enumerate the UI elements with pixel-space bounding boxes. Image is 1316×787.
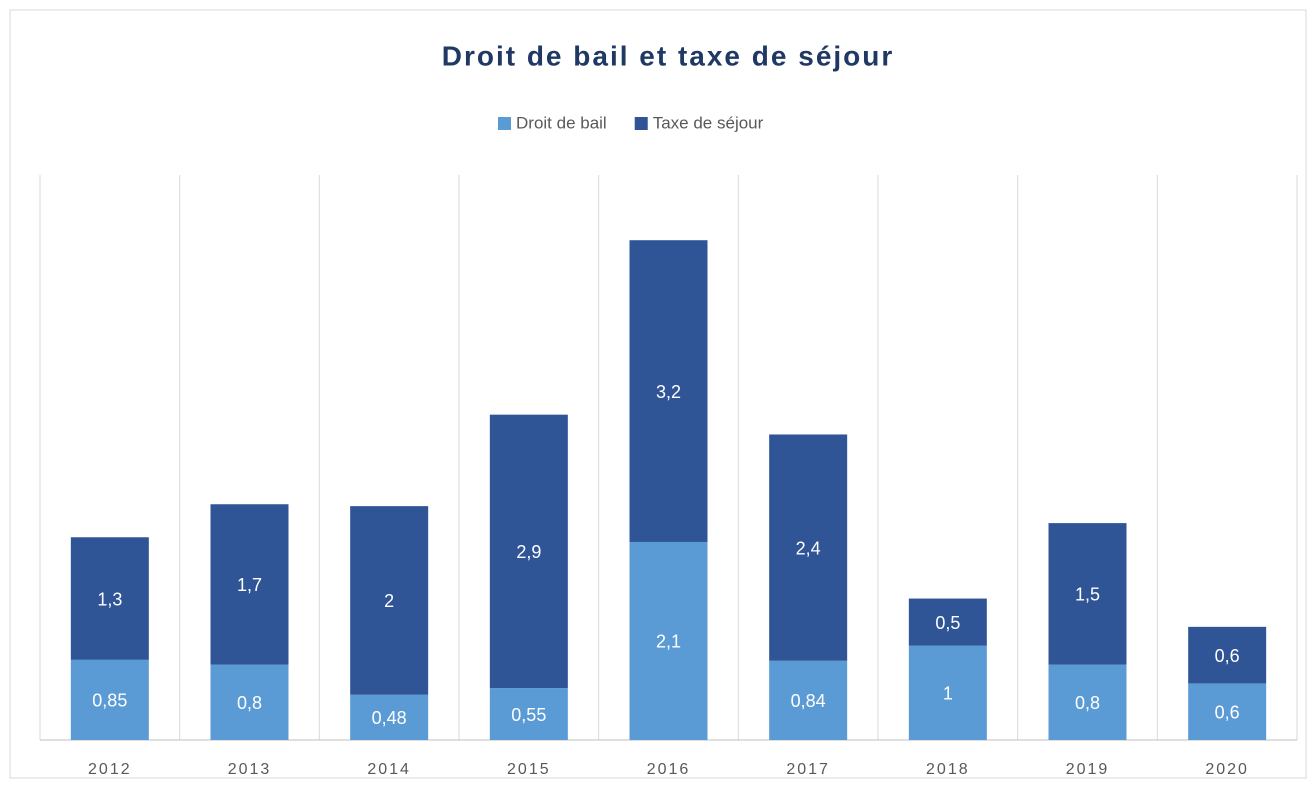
data-label: 0,5	[935, 613, 960, 633]
x-tick-label: 2013	[228, 761, 272, 778]
data-label: 2,1	[656, 632, 681, 652]
bar-segment	[629, 541, 708, 740]
bar-segment	[210, 504, 289, 665]
x-tick-label: 2019	[1066, 761, 1110, 778]
data-label: 0,84	[791, 691, 826, 711]
legend-swatch	[498, 117, 511, 130]
data-label: 1,7	[237, 575, 262, 595]
data-label: 0,48	[372, 708, 407, 728]
x-tick-label: 2014	[367, 761, 411, 778]
data-label: 0,8	[1075, 693, 1100, 713]
bar-segment	[629, 240, 708, 542]
data-label: 0,8	[237, 693, 262, 713]
data-label: 0,85	[92, 691, 127, 711]
bar-segment	[350, 506, 429, 695]
x-tick-label: 2018	[926, 761, 970, 778]
data-label: 1,5	[1075, 585, 1100, 605]
x-tick-label: 2012	[88, 761, 132, 778]
bar-segment	[489, 688, 568, 740]
legend-label: Taxe de séjour	[653, 113, 764, 132]
bar-segment	[489, 414, 568, 689]
data-label: 1,3	[97, 589, 122, 609]
legend-swatch	[634, 117, 648, 130]
data-label: 0,6	[1215, 702, 1240, 722]
bar-segment	[350, 694, 429, 740]
data-label: 0,6	[1215, 646, 1240, 666]
data-label: 2,9	[516, 542, 541, 562]
bar-segment	[70, 659, 149, 740]
bar-segment	[908, 598, 987, 646]
bar-segment	[210, 664, 289, 740]
x-tick-label: 2016	[647, 761, 691, 778]
bar-segment	[1048, 664, 1127, 740]
chart-title: Droit de bail et taxe de séjour	[442, 40, 895, 71]
bar-segment	[1188, 626, 1267, 684]
bar-segment	[1188, 683, 1267, 740]
data-label: 1	[943, 684, 953, 704]
data-label: 2,4	[796, 538, 821, 558]
data-label: 3,2	[656, 382, 681, 402]
bar-segment	[908, 645, 987, 740]
data-label: 2	[384, 591, 394, 611]
x-tick-label: 2017	[786, 761, 830, 778]
x-tick-label: 2015	[507, 761, 551, 778]
bar-segment	[1048, 523, 1127, 665]
legend-label: Droit de bail	[516, 113, 607, 132]
bar-segment	[769, 434, 848, 661]
bar-segment	[70, 537, 149, 660]
x-tick-label: 2020	[1205, 761, 1249, 778]
bar-segment	[769, 660, 848, 740]
data-label: 0,55	[511, 705, 546, 725]
